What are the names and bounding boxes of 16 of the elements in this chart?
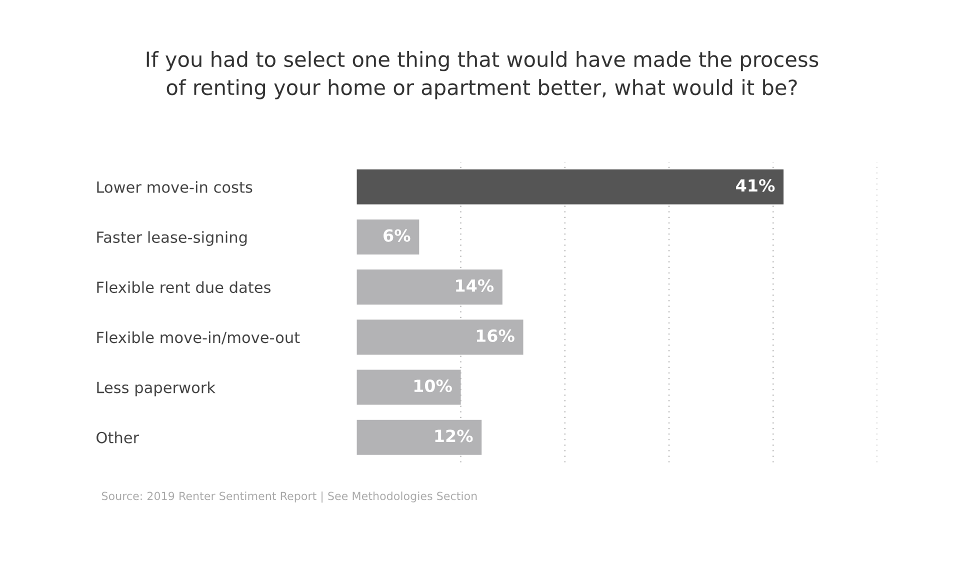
data-label: 14%: [456, 279, 494, 292]
y-tick-label: Flexible rent due dates: [97, 281, 271, 294]
bar: [356, 169, 784, 204]
data-label: 41%: [736, 179, 775, 192]
data-label: 12%: [435, 430, 473, 442]
data-label: 10%: [414, 379, 452, 392]
y-tick-label: Lower move-in costs: [97, 181, 252, 193]
bar: [356, 219, 420, 255]
chart-title: If you had to select one thing that would have made the process of renting your home or apartment better, what would it be?: [146, 51, 818, 100]
y-tick-label: Other: [96, 432, 140, 444]
data-label: 16%: [476, 329, 514, 342]
y-tick-label: Flexible move-in/move-out: [97, 331, 300, 344]
data-label: 6%: [384, 229, 410, 242]
source-note: Source: 2019 Renter Sentiment Report | See Methodologies Section: [102, 492, 477, 503]
y-tick-label: Less paperwork: [97, 381, 216, 396]
y-tick-label: Faster lease-signing: [97, 231, 247, 246]
